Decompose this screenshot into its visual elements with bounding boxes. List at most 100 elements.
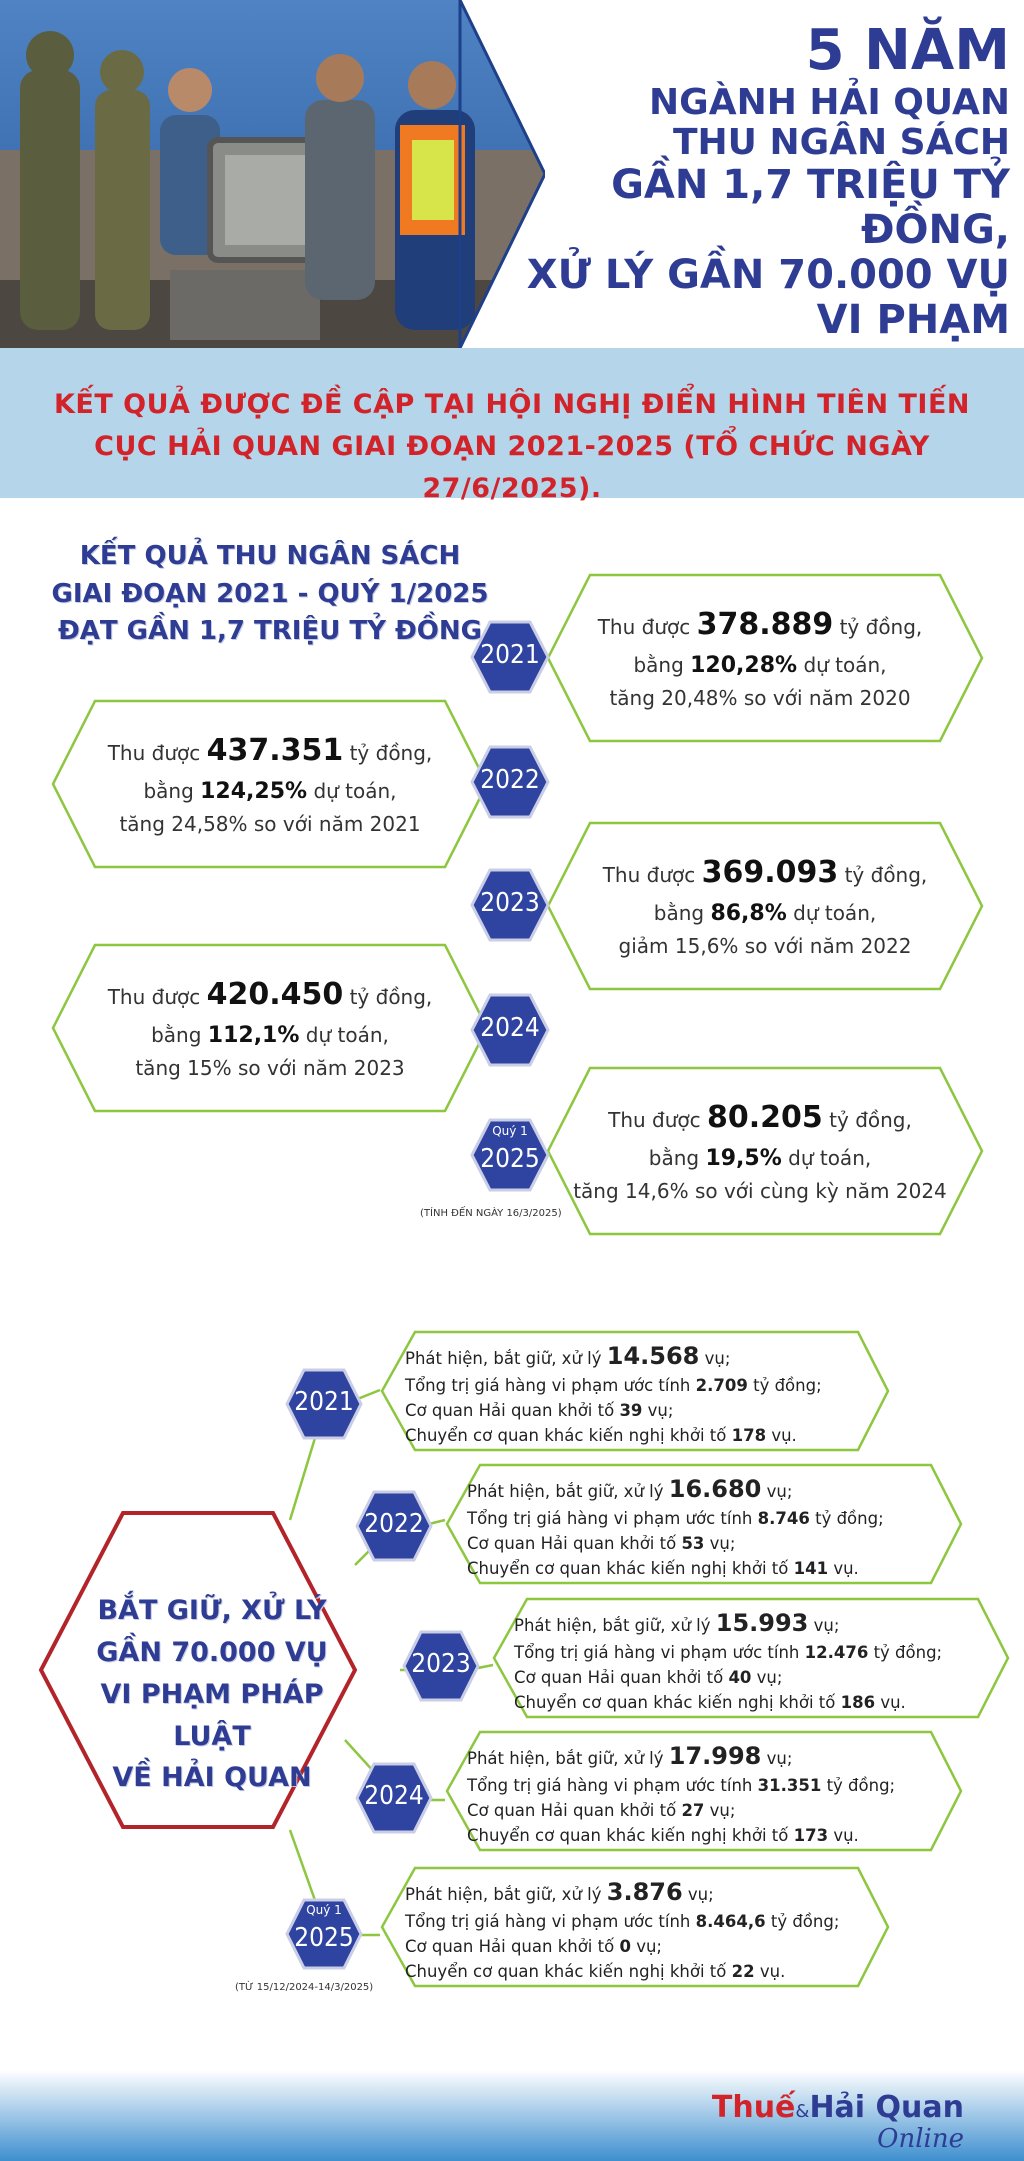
violations-center-hexagon	[38, 1511, 358, 1829]
v2021-value: 2.709	[695, 1376, 748, 1395]
violation-box-2024: Phát hiện, bắt giữ, xử lý 17.998 vụ; Tổn…	[445, 1730, 963, 1852]
title-line-3: THU NGÂN SÁCH	[673, 122, 1010, 164]
revenue-2023-prefix: Thu được	[602, 863, 696, 887]
violations-note: (TỪ 15/12/2024-14/3/2025)	[235, 1982, 374, 1993]
violation-year-2023-label: 2023	[411, 1649, 471, 1679]
revenue-2022-unit: tỷ đồng,	[349, 741, 433, 765]
revenue-2025-change-prefix: tăng	[573, 1178, 619, 1203]
revenue-2022-change: 24,58%	[171, 811, 248, 836]
v2024-l1-suffix: vụ;	[766, 1749, 793, 1768]
revenue-2025-prefix: Thu được	[608, 1108, 701, 1132]
revenue-box-2022: Thu được 437.351 tỷ đồng, bằng 124,25% d…	[50, 698, 490, 870]
main-title: 5 NĂM NGÀNH HẢI QUAN THU NGÂN SÁCH GẦN 1…	[470, 19, 1010, 343]
v2022-l3-suffix: vụ;	[709, 1533, 736, 1553]
revenue-2024-ratio-suffix: dự toán,	[305, 1022, 389, 1047]
v2025-l1-prefix: Phát hiện, bắt giữ, xử lý	[405, 1885, 602, 1904]
brand-part-2: Hải Quan	[809, 2090, 964, 2125]
revenue-2021-ratio-prefix: bằng	[633, 652, 684, 677]
revenue-year-2024: 2024	[470, 993, 550, 1067]
v2021-l4-suffix: vụ.	[771, 1425, 797, 1445]
footer-background	[0, 2070, 1024, 2161]
v2023-l4-prefix: Chuyển cơ quan khác kiến nghị khởi tố	[514, 1692, 836, 1712]
revenue-note: (TÍNH ĐẾN NGÀY 16/3/2025)	[420, 1208, 562, 1219]
v2021-prosecuted: 39	[619, 1400, 643, 1420]
revenue-box-2025: Thu được 80.205 tỷ đồng, bằng 19,5% dự t…	[545, 1065, 985, 1237]
revenue-2025-amount: 80.205	[707, 1100, 823, 1135]
revenue-2022-ratio-suffix: dự toán,	[313, 778, 397, 803]
violations-center-line-2: GẦN 70.000 VỤ	[96, 1636, 328, 1668]
violation-year-2024-label: 2024	[364, 1781, 424, 1811]
violation-year-2024: 2024	[355, 1762, 433, 1834]
revenue-2024-ratio-prefix: bằng	[151, 1022, 202, 1047]
revenue-2021-unit: tỷ đồng,	[839, 615, 923, 639]
revenue-2025-ratio-prefix: bằng	[648, 1145, 700, 1170]
v2021-l3-suffix: vụ;	[647, 1400, 674, 1420]
v2021-l3-prefix: Cơ quan Hải quan khởi tố	[405, 1400, 615, 1420]
v2025-value: 8.464,6	[695, 1912, 766, 1931]
violation-year-2025: Quý 1 2025	[285, 1898, 363, 1970]
violation-quarter-label: Quý 1	[306, 1903, 342, 1917]
v2021-cases: 14.568	[606, 1342, 700, 1370]
revenue-year-2021: 2021	[470, 620, 550, 694]
revenue-year-2025: Quý 1 2025	[470, 1118, 550, 1192]
v2025-l4-prefix: Chuyển cơ quan khác kiến nghị khởi tố	[405, 1961, 727, 1981]
v2022-prosecuted: 53	[681, 1533, 705, 1553]
revenue-2025-change: 14,6%	[625, 1178, 689, 1203]
violation-box-2023: Phát hiện, bắt giữ, xử lý 15.993 vụ; Tổn…	[492, 1597, 1010, 1719]
revenue-year-2021-label: 2021	[480, 640, 540, 670]
revenue-year-2025-label: 2025	[480, 1144, 540, 1174]
v2023-l3-prefix: Cơ quan Hải quan khởi tố	[514, 1667, 724, 1687]
v2021-l1-suffix: vụ;	[704, 1349, 731, 1368]
brand-amp: &	[795, 2101, 810, 2122]
v2023-l2-suffix: tỷ đồng;	[873, 1643, 943, 1662]
revenue-year-2022-label: 2022	[480, 765, 540, 795]
revenue-2022-amount: 437.351	[206, 733, 344, 768]
revenue-2023-unit: tỷ đồng,	[844, 863, 928, 887]
v2025-transferred: 22	[731, 1961, 755, 1981]
revenue-year-2024-label: 2024	[480, 1013, 540, 1043]
v2023-l1-suffix: vụ;	[813, 1616, 840, 1635]
v2022-l1-suffix: vụ;	[766, 1482, 793, 1501]
v2023-transferred: 186	[840, 1692, 876, 1712]
v2025-l3-prefix: Cơ quan Hải quan khởi tố	[405, 1936, 615, 1956]
revenue-2021-change-suffix: so với năm 2020	[743, 685, 911, 710]
v2021-l2-suffix: tỷ đồng;	[753, 1376, 822, 1395]
v2024-l2-prefix: Tổng trị giá hàng vi phạm ước tính	[467, 1776, 753, 1795]
violation-year-2022-label: 2022	[364, 1509, 424, 1539]
revenue-2023-change: 15,6%	[674, 933, 739, 958]
violations-center-text: BẮT GIỮ, XỬ LÝ GẦN 70.000 VỤ VI PHẠM PHÁ…	[62, 1590, 362, 1799]
v2021-l1-prefix: Phát hiện, bắt giữ, xử lý	[405, 1349, 602, 1368]
v2022-l3-prefix: Cơ quan Hải quan khởi tố	[467, 1533, 677, 1553]
violations-center-line-1: BẮT GIỮ, XỬ LÝ	[97, 1595, 327, 1626]
revenue-2024-unit: tỷ đồng,	[349, 985, 433, 1009]
subtitle-band	[0, 348, 1024, 498]
v2022-l4-prefix: Chuyển cơ quan khác kiến nghị khởi tố	[467, 1558, 789, 1578]
revenue-2025-unit: tỷ đồng,	[829, 1108, 912, 1132]
v2023-cases: 15.993	[715, 1609, 809, 1637]
revenue-year-2022: 2022	[470, 745, 550, 819]
revenue-box-2024: Thu được 420.450 tỷ đồng, bằng 112,1% dự…	[50, 942, 490, 1114]
revenue-2024-amount: 420.450	[206, 977, 344, 1012]
v2025-l2-suffix: tỷ đồng;	[770, 1912, 840, 1931]
revenue-2024-change-suffix: so với năm 2023	[237, 1055, 405, 1080]
violation-year-2022: 2022	[355, 1490, 433, 1562]
v2024-value: 31.351	[757, 1776, 822, 1795]
revenue-2021-prefix: Thu được	[597, 615, 691, 639]
v2024-l2-suffix: tỷ đồng;	[826, 1776, 896, 1795]
v2025-l1-suffix: vụ;	[687, 1885, 714, 1904]
v2024-l3-prefix: Cơ quan Hải quan khởi tố	[467, 1800, 677, 1820]
violations-center-line-3: VI PHẠM PHÁP LUẬT	[100, 1678, 324, 1752]
violation-box-2021: Phát hiện, bắt giữ, xử lý 14.568 vụ; Tổn…	[380, 1330, 890, 1452]
revenue-box-2023: Thu được 369.093 tỷ đồng, bằng 86,8% dự …	[545, 820, 985, 992]
v2024-transferred: 173	[793, 1825, 829, 1845]
v2025-prosecuted: 0	[619, 1936, 631, 1956]
v2024-l4-suffix: vụ.	[833, 1825, 859, 1845]
v2022-l2-suffix: tỷ đồng;	[815, 1509, 884, 1528]
subtitle-line-1: KẾT QUẢ ĐƯỢC ĐỀ CẬP TẠI HỘI NGHỊ ĐIỂN HÌ…	[53, 389, 970, 420]
title-line-5: XỬ LÝ GẦN 70.000 VỤ VI PHẠM	[526, 251, 1010, 343]
v2023-l1-prefix: Phát hiện, bắt giữ, xử lý	[514, 1616, 711, 1635]
title-line-4: GẦN 1,7 TRIỆU TỶ ĐỒNG,	[611, 162, 1010, 254]
revenue-heading-line-2: GIAI ĐOẠN 2021 - QUÝ 1/2025	[51, 578, 489, 609]
v2024-l1-prefix: Phát hiện, bắt giữ, xử lý	[467, 1749, 664, 1768]
revenue-2022-change-suffix: so với năm 2021	[253, 811, 421, 836]
